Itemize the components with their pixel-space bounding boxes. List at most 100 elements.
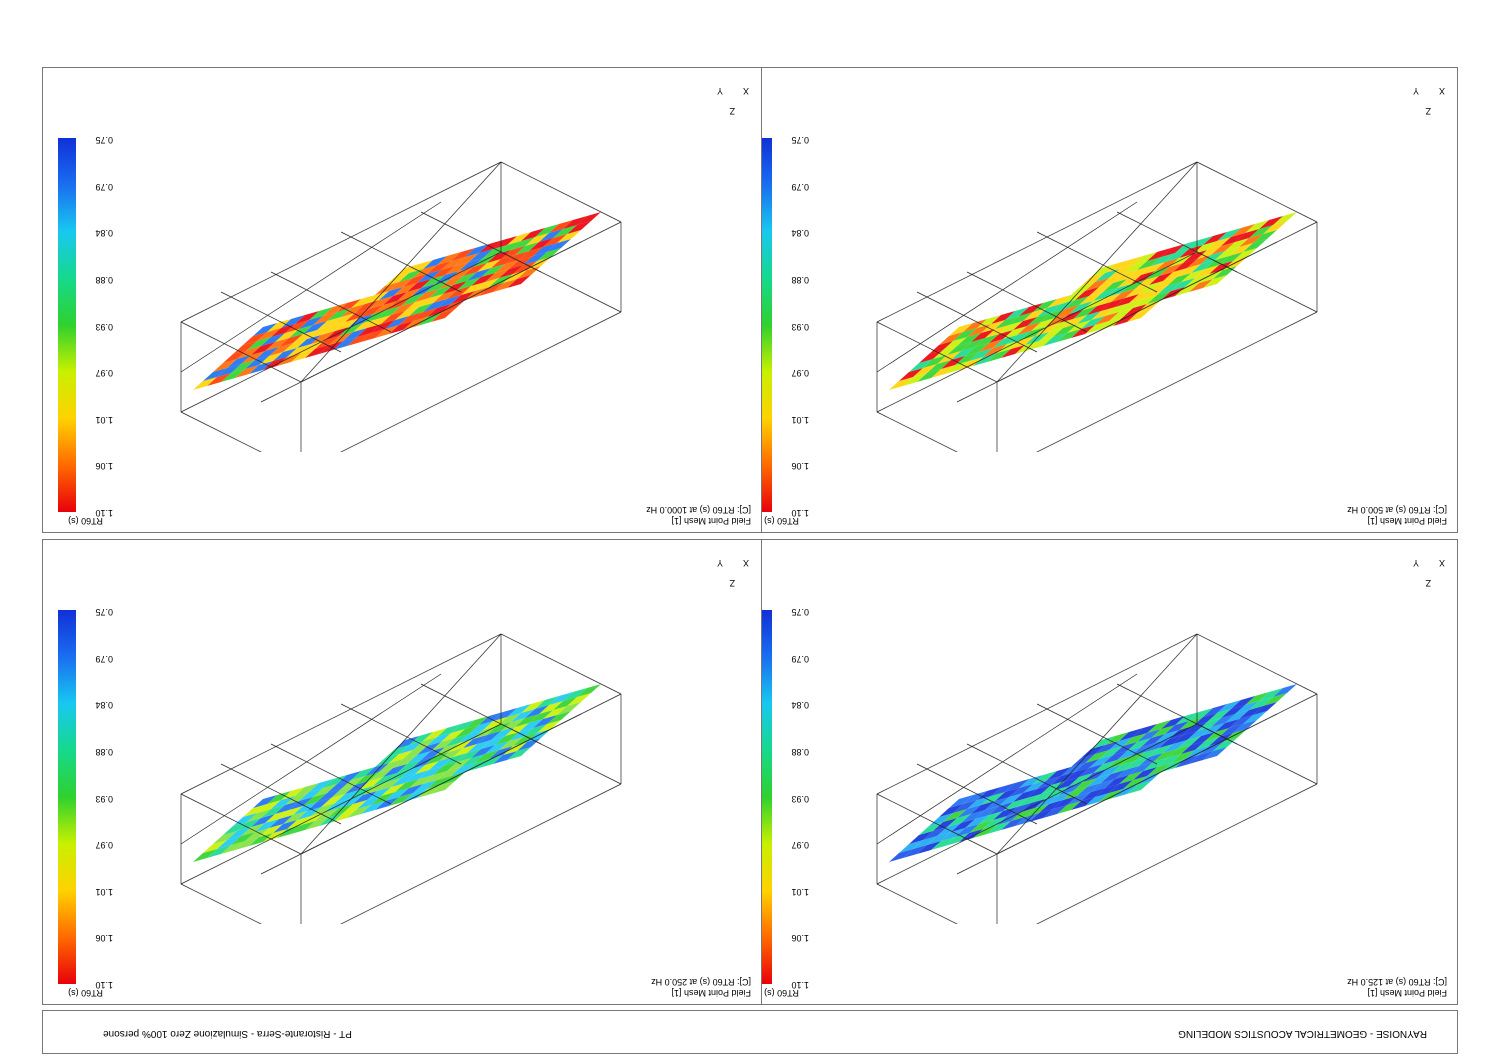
field-mesh-cell — [327, 308, 351, 321]
field-mesh-cell — [249, 833, 273, 846]
field-mesh-cell — [1005, 307, 1029, 320]
field-mesh-cell — [431, 266, 455, 279]
field-mesh-cell — [991, 311, 1015, 324]
field-mesh-cell — [521, 700, 545, 713]
field-mesh-cell — [289, 325, 313, 338]
field-mesh-cell — [427, 261, 451, 274]
field-mesh-cell — [1175, 283, 1199, 296]
field-mesh-cell — [1113, 785, 1137, 798]
field-mesh-cell — [349, 786, 373, 799]
field-mesh-cell — [1045, 314, 1069, 327]
room-mesh-plot — [876, 161, 1318, 452]
field-mesh-cell — [1089, 755, 1113, 768]
field-mesh-cell — [971, 801, 995, 814]
wireframe-edge — [996, 311, 1318, 452]
field-mesh-cell — [519, 719, 543, 732]
field-mesh-cell — [1047, 295, 1071, 308]
colorbar-tick-label: 0.75 — [791, 135, 809, 146]
field-mesh-cell — [957, 805, 981, 818]
axis-y-label: Y — [716, 558, 723, 568]
field-mesh-cell — [937, 351, 961, 364]
field-mesh-cell — [1007, 803, 1031, 816]
field-mesh-cell — [1033, 299, 1057, 312]
field-mesh-cell — [303, 793, 327, 806]
field-mesh-cell — [271, 324, 295, 337]
field-mesh-cell — [401, 765, 425, 778]
field-mesh-cell — [943, 809, 967, 822]
field-mesh-cell — [1245, 692, 1269, 705]
field-mesh-cell — [1041, 781, 1065, 794]
field-mesh-cell — [1147, 720, 1171, 733]
field-mesh-cell — [1023, 780, 1047, 793]
field-mesh-cell — [523, 724, 547, 737]
field-mesh-cell — [963, 791, 987, 804]
field-mesh-cell — [1219, 724, 1243, 737]
field-mesh-cell — [945, 833, 969, 846]
field-mesh-cell — [507, 232, 531, 245]
field-mesh-cell — [933, 346, 957, 359]
field-mesh-cell — [1009, 784, 1033, 797]
field-mesh-cell — [379, 287, 403, 300]
field-mesh-cell — [1201, 723, 1225, 736]
colorbar-tick-label: 0.97 — [95, 840, 113, 851]
field-mesh-cell — [1189, 279, 1213, 292]
field-mesh-cell — [1111, 289, 1135, 302]
colorbar-tick-label: 0.75 — [791, 607, 809, 618]
field-mesh-cell — [307, 326, 331, 339]
field-mesh-cell — [1113, 742, 1137, 755]
field-mesh-cell — [1263, 221, 1287, 234]
colorbar-tick-label: 0.93 — [95, 321, 113, 332]
field-mesh-cell — [251, 814, 275, 827]
field-mesh-cell — [467, 740, 491, 753]
field-mesh-cell — [443, 281, 467, 294]
field-mesh-cell — [1003, 326, 1027, 339]
field-mesh-cell — [1015, 341, 1039, 354]
field-mesh-cell — [1053, 796, 1077, 809]
panel-500hz: Field Point Mesh [1] [C]: RT60 (s) at 50… — [738, 67, 1458, 533]
field-mesh-cell — [1035, 323, 1059, 336]
field-mesh-cell — [1037, 776, 1061, 789]
field-mesh-cell — [1123, 776, 1147, 789]
field-mesh-cell — [1005, 779, 1029, 792]
field-mesh-cell — [261, 805, 285, 818]
field-mesh-cell — [479, 283, 503, 296]
field-mesh-cell — [465, 244, 489, 257]
field-mesh-cell — [379, 759, 403, 772]
field-mesh-cell — [207, 373, 231, 386]
field-mesh-cell — [293, 330, 317, 343]
field-mesh-cell — [373, 773, 397, 786]
field-mesh-cell — [369, 768, 393, 781]
field-mesh-cell — [283, 339, 307, 352]
field-mesh-cell — [251, 342, 275, 355]
field-mesh-cell — [1019, 775, 1043, 788]
axis-x-label: X — [1438, 86, 1445, 96]
field-mesh-cell — [1205, 728, 1229, 741]
wireframe-edge — [916, 291, 1038, 353]
field-mesh-cell — [1043, 333, 1067, 346]
field-mesh-cell — [1139, 281, 1163, 294]
field-mesh-cell — [889, 377, 913, 390]
field-mesh-cell — [1181, 741, 1205, 754]
field-mesh-cell — [365, 291, 389, 304]
field-mesh-cell — [557, 702, 581, 715]
field-mesh-cell — [1095, 741, 1119, 754]
field-mesh-cell — [221, 369, 245, 382]
field-mesh-cell — [1133, 767, 1157, 780]
field-mesh-cell — [435, 271, 459, 284]
field-mesh-cell — [243, 804, 267, 817]
field-mesh-cell — [479, 755, 503, 768]
wireframe-edge — [876, 321, 998, 383]
wireframe-edge — [966, 743, 1088, 805]
field-mesh-cell — [249, 361, 273, 374]
field-mesh-cell — [1215, 719, 1239, 732]
field-mesh-cell — [273, 348, 297, 361]
footer-project-title: PT - Ristorante-Serra - Simulazione Zero… — [103, 1028, 352, 1039]
colorbar-tick-label: 0.84 — [95, 700, 113, 711]
field-mesh-cell — [951, 819, 975, 832]
field-mesh-cell — [451, 248, 475, 261]
field-mesh-cell — [491, 255, 515, 268]
field-mesh-cell — [227, 355, 251, 368]
field-mesh-cell — [943, 337, 967, 350]
field-mesh-cell — [1189, 708, 1213, 721]
